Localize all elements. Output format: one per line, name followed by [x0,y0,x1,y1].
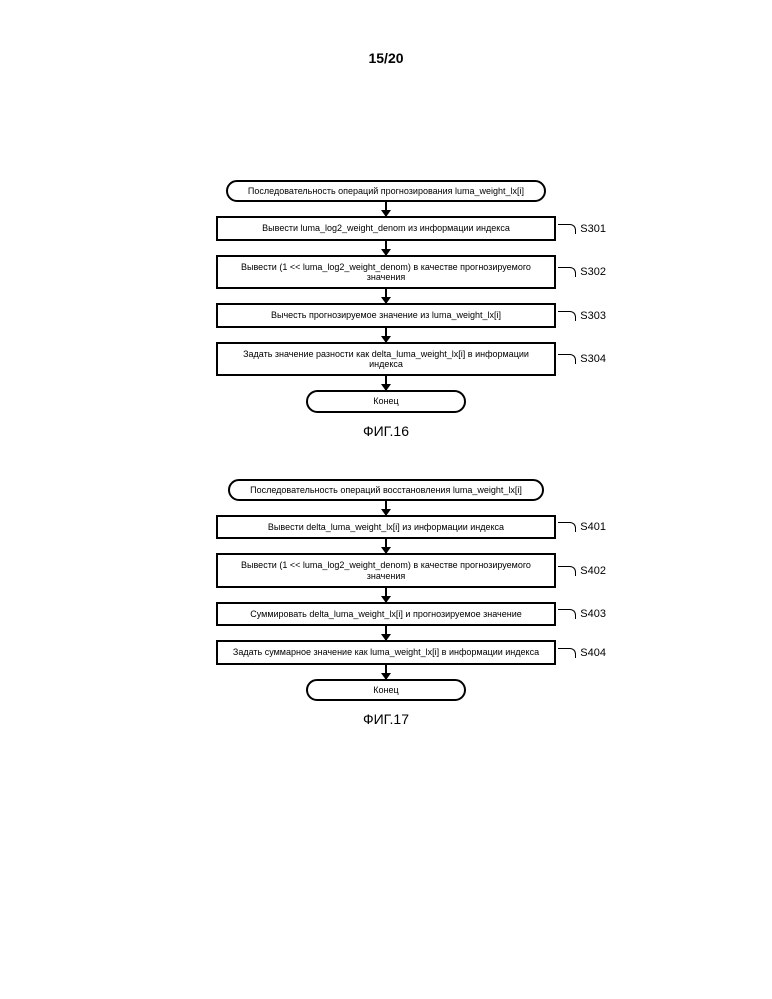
process-row: Вывести luma_log2_weight_denom из информ… [186,216,586,240]
figure-caption: ФИГ.17 [363,711,409,727]
flowchart-fig16: Последовательность операций прогнозирова… [186,180,586,439]
process-step: Вывести (1 << luma_log2_weight_denom) в … [216,553,556,588]
connector [558,522,576,532]
figure-caption: ФИГ.16 [363,423,409,439]
connector [558,267,576,277]
connector [558,609,576,619]
process-step: Задать значение разности как delta_luma_… [216,342,556,377]
connector [558,648,576,658]
connector [558,354,576,364]
arrow [385,202,387,216]
step-label: S304 [580,353,606,365]
arrow [385,626,387,640]
arrow [385,328,387,342]
step-label: S402 [580,565,606,577]
process-row: Вывести (1 << luma_log2_weight_denom) в … [186,255,586,290]
arrow [385,539,387,553]
process-row: Вывести (1 << luma_log2_weight_denom) в … [186,553,586,588]
step-label: S404 [580,647,606,659]
arrow [385,665,387,679]
flowchart-fig17: Последовательность операций восстановлен… [186,479,586,727]
page-number: 15/20 [368,50,403,66]
end-terminator: Конец [306,679,466,701]
process-row: Задать суммарное значение как luma_weigh… [186,640,586,664]
connector [558,311,576,321]
connector [558,566,576,576]
process-step: Задать суммарное значение как luma_weigh… [216,640,556,664]
process-step: Вывести luma_log2_weight_denom из информ… [216,216,556,240]
step-label: S301 [580,223,606,235]
arrow [385,289,387,303]
arrow [385,376,387,390]
process-step: Вычесть прогнозируемое значение из luma_… [216,303,556,327]
arrow [385,501,387,515]
process-step: Вывести (1 << luma_log2_weight_denom) в … [216,255,556,290]
start-terminator: Последовательность операций прогнозирова… [226,180,546,202]
end-terminator: Конец [306,390,466,412]
arrow [385,241,387,255]
step-label: S303 [580,310,606,322]
connector [558,224,576,234]
start-terminator: Последовательность операций восстановлен… [228,479,544,501]
process-step: Суммировать delta_luma_weight_lx[i] и пр… [216,602,556,626]
process-row: Вычесть прогнозируемое значение из luma_… [186,303,586,327]
arrow [385,588,387,602]
step-label: S403 [580,608,606,620]
process-step: Вывести delta_luma_weight_lx[i] из инфор… [216,515,556,539]
process-row: Суммировать delta_luma_weight_lx[i] и пр… [186,602,586,626]
step-label: S401 [580,521,606,533]
step-label: S302 [580,266,606,278]
process-row: Задать значение разности как delta_luma_… [186,342,586,377]
page-container: 15/20 Последовательность операций прогно… [0,0,772,999]
process-row: Вывести delta_luma_weight_lx[i] из инфор… [186,515,586,539]
